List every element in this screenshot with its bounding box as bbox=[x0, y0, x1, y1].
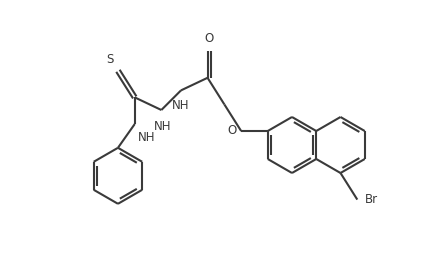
Text: O: O bbox=[227, 124, 236, 137]
Text: Br: Br bbox=[366, 193, 378, 206]
Text: NH: NH bbox=[172, 99, 190, 112]
Text: S: S bbox=[107, 53, 114, 66]
Text: O: O bbox=[204, 32, 213, 45]
Text: NH: NH bbox=[154, 120, 171, 133]
Text: NH: NH bbox=[138, 131, 155, 144]
